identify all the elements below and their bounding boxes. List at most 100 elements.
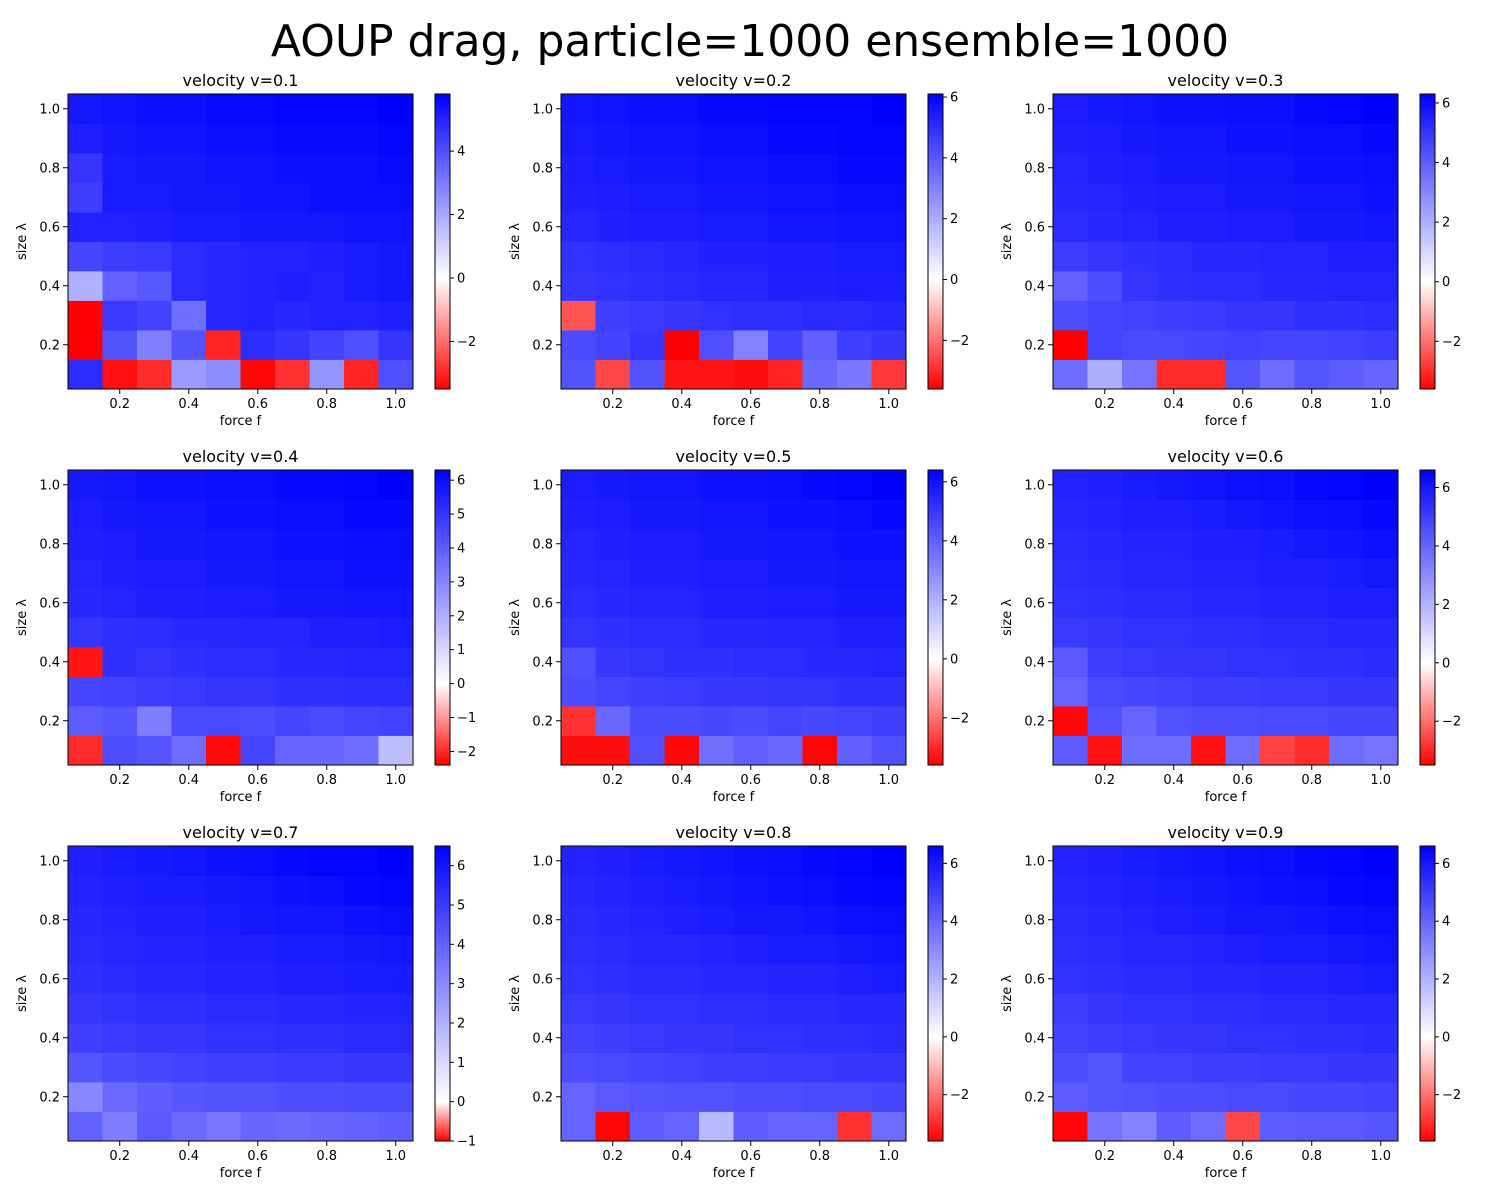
heatmap-cell <box>561 1023 596 1053</box>
heatmap-cell <box>664 182 700 213</box>
heatmap-cell <box>171 846 207 876</box>
heatmap-cell <box>102 647 138 677</box>
heatmap-cell <box>1191 1082 1226 1112</box>
heatmap-cell <box>699 558 734 589</box>
heatmap-cell <box>68 735 103 766</box>
x-tick-label: 0.2 <box>1094 773 1115 788</box>
heatmap-cell <box>378 676 414 707</box>
heatmap-cell <box>733 875 769 906</box>
heatmap-cell <box>699 212 734 242</box>
heatmap-cell <box>630 846 665 876</box>
x-tick-label: 0.6 <box>740 773 761 788</box>
heatmap-cell <box>137 1082 172 1112</box>
heatmap-cell <box>275 993 310 1024</box>
colorbar-tick-label: 4 <box>950 915 958 930</box>
x-tick-label: 0.6 <box>1232 773 1253 788</box>
heatmap-cell <box>68 529 103 559</box>
heatmap-cell <box>561 934 596 965</box>
heatmap-cell <box>378 330 414 360</box>
heatmap-cell <box>733 588 769 618</box>
x-axis-label: force f <box>220 790 262 805</box>
heatmap-cell <box>1363 300 1399 331</box>
heatmap-cell <box>378 123 414 154</box>
heatmap-cell <box>1053 706 1088 736</box>
heatmap-cell <box>837 588 872 618</box>
heatmap-cell <box>240 846 276 876</box>
heatmap-cell <box>630 676 665 707</box>
x-tick-label: 0.8 <box>316 397 337 412</box>
heatmap-cell <box>68 271 103 301</box>
heatmap-cell <box>1294 529 1330 559</box>
heatmap-cell <box>630 905 665 935</box>
heatmap-cell <box>1122 212 1157 242</box>
heatmap-cell <box>837 182 872 213</box>
heatmap-cell <box>1260 934 1295 965</box>
heatmap-cell <box>837 241 872 272</box>
heatmap-cell <box>733 558 769 589</box>
heatmap-cell <box>1329 182 1364 213</box>
heatmap-cell <box>137 934 172 965</box>
colorbar-tick-label: 6 <box>950 857 958 872</box>
heatmap-cell <box>1260 1111 1295 1142</box>
heatmap-cell <box>344 182 379 213</box>
heatmap-cell <box>171 647 207 677</box>
colorbar-tick-label: −1 <box>457 1135 476 1150</box>
heatmap-cell <box>1260 1052 1295 1083</box>
heatmap-cell <box>137 588 172 618</box>
colorbar-tick-label: 6 <box>1442 857 1450 872</box>
subplot-title: velocity v=0.7 <box>183 823 299 842</box>
heatmap-cell <box>1225 300 1261 331</box>
heatmap-cell <box>309 588 345 618</box>
heatmap-cell <box>137 706 172 736</box>
heatmap-cell <box>378 271 414 301</box>
heatmap-cell <box>275 330 310 360</box>
heatmap-cell <box>137 529 172 559</box>
heatmap-cell <box>1122 470 1157 500</box>
heatmap-cell <box>378 875 414 906</box>
heatmap-cell <box>699 1111 734 1142</box>
heatmap-cell <box>137 1052 172 1083</box>
x-tick-label: 0.8 <box>809 397 830 412</box>
subplot-title: velocity v=0.2 <box>676 71 792 90</box>
heatmap-cell <box>1191 123 1226 154</box>
heatmap-cell <box>1087 330 1123 360</box>
heatmap-cell <box>1294 271 1330 301</box>
x-tick-label: 0.6 <box>740 1149 761 1164</box>
plot-frame <box>1052 845 1399 1142</box>
heatmap-cell <box>1122 1111 1157 1142</box>
y-tick-label: 0.8 <box>1024 161 1045 176</box>
heatmap-cell <box>1329 706 1364 736</box>
heatmap-cell <box>1260 735 1295 766</box>
figure-title: AOUP drag, particle=1000 ensemble=1000 <box>270 16 1230 67</box>
colorbar-tick-label: 0 <box>457 677 465 692</box>
heatmap-cell <box>275 499 310 530</box>
heatmap-cell <box>699 676 734 707</box>
x-tick-label: 0.2 <box>602 397 623 412</box>
heatmap-cell <box>733 647 769 677</box>
heatmap-cell <box>768 934 803 965</box>
heatmap-cell <box>378 1082 414 1112</box>
colorbar-tick-label: 0 <box>1442 275 1450 290</box>
heatmap-cell <box>871 905 907 935</box>
heatmap-cell <box>595 647 631 677</box>
x-axis-label: force f <box>1205 1166 1247 1181</box>
heatmap-cell <box>1225 964 1261 994</box>
colorbar <box>434 469 451 766</box>
heatmap-cell <box>1294 617 1330 648</box>
heatmap-cell <box>171 993 207 1024</box>
heatmap-cell <box>630 558 665 589</box>
heatmap-cell <box>664 241 700 272</box>
heatmap-cell <box>871 123 907 154</box>
heatmap-cell <box>275 123 310 154</box>
heatmap-cell <box>171 1111 207 1142</box>
heatmap-cell <box>1191 271 1226 301</box>
heatmap-cell <box>699 1082 734 1112</box>
heatmap-cell <box>561 94 596 124</box>
heatmap-cell <box>275 153 310 183</box>
heatmap-cell <box>837 123 872 154</box>
heatmap-cell <box>1087 735 1123 766</box>
heatmap-cell <box>871 212 907 242</box>
x-tick-label: 0.4 <box>1163 773 1184 788</box>
x-tick-label: 0.6 <box>740 397 761 412</box>
heatmap-cell <box>1156 735 1192 766</box>
